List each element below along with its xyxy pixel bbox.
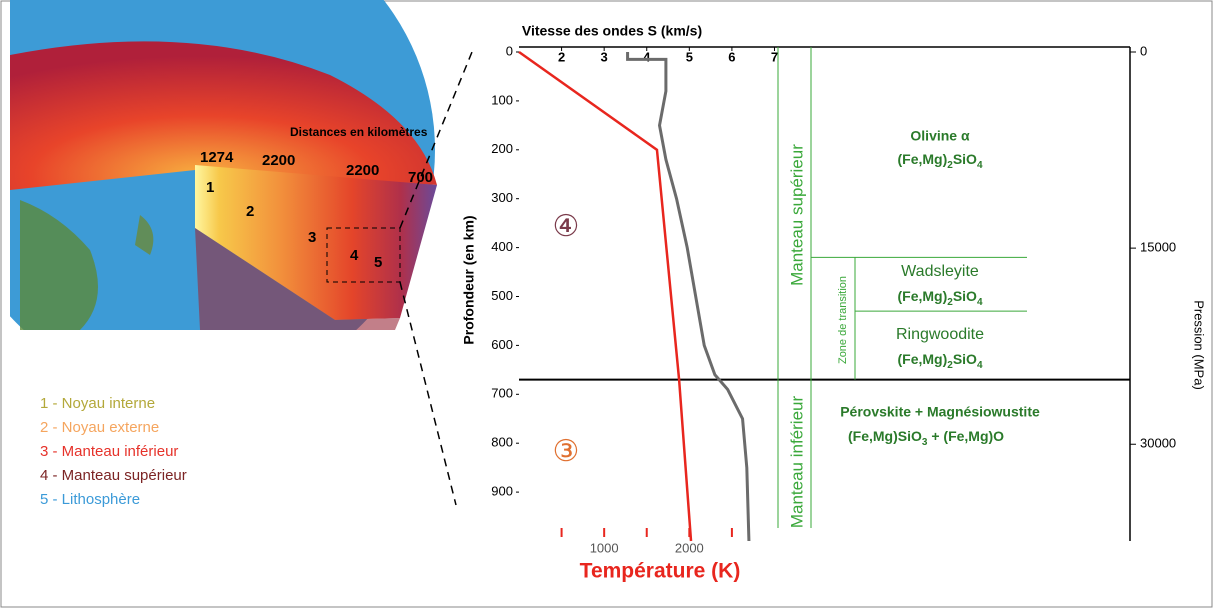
profile-line xyxy=(518,50,693,542)
layer-number: 4 xyxy=(350,247,359,264)
y-tick-label: 200 xyxy=(491,141,513,156)
legend-entry: 3 - Manteau inférieur xyxy=(40,443,178,460)
zoom-line xyxy=(399,281,457,506)
zoom-box xyxy=(326,227,401,283)
y-tick-label: 0 xyxy=(506,43,513,58)
formula-part: (Fe,Mg) xyxy=(897,288,947,304)
earth-cutaway xyxy=(10,0,437,330)
formula-part: (Fe,Mg) xyxy=(897,151,947,167)
formula-part: 3 xyxy=(922,437,928,448)
mineral-name: Ringwoodite xyxy=(896,326,984,343)
formula-part: (Fe,Mg) xyxy=(897,351,947,367)
formula-part: 2 xyxy=(947,160,953,171)
zoom-line xyxy=(399,51,473,229)
legend-entry: 1 - Noyau interne xyxy=(40,395,155,412)
distance-label: 1274 xyxy=(200,149,234,166)
x-tick-label: 2 xyxy=(558,49,565,64)
layer-number: 5 xyxy=(374,254,382,271)
y-axis-label: Profondeur (en km) xyxy=(461,215,477,344)
y-tick-label: 800 xyxy=(491,435,513,450)
formula-part: SiO xyxy=(953,151,977,167)
y-tick-label: 700 xyxy=(491,386,513,401)
y-tick-label: 600 xyxy=(491,337,513,352)
distance-label: 2200 xyxy=(346,162,379,179)
y2-axis-label: Pression (MPa) xyxy=(1192,300,1207,390)
formula-part: 4 xyxy=(977,360,983,371)
formula-part: (Fe,Mg)SiO xyxy=(848,428,922,444)
zone-label: Manteau inférieur xyxy=(787,396,806,529)
mineral-formula: (Fe,Mg)2SiO4 xyxy=(897,351,982,371)
formula-part: 4 xyxy=(977,297,983,308)
legend-entry: 4 - Manteau supérieur xyxy=(40,467,187,484)
formula-part: 4 xyxy=(977,160,983,171)
profile-line xyxy=(626,52,751,542)
x2-tick-label: 1000 xyxy=(590,540,619,555)
distance-title: Distances en kilomètres xyxy=(290,125,428,139)
mineral-name: Wadsleyite xyxy=(901,263,979,280)
layer-number: 2 xyxy=(246,203,254,220)
chart-title: Vitesse des ondes S (km/s) xyxy=(522,23,702,39)
x-tick-label: 5 xyxy=(686,49,693,64)
zone-label: Zone de transition xyxy=(837,276,849,364)
y-tick-label: 400 xyxy=(491,239,513,254)
mineral-formula: (Fe,Mg)2SiO4 xyxy=(897,288,982,308)
y2-tick-label: 0 xyxy=(1140,43,1147,58)
x2-tick-label: 2000 xyxy=(675,540,704,555)
mineral-name: Pérovskite + Magnésiowustite xyxy=(840,404,1040,420)
legend-entry: 2 - Noyau externe xyxy=(40,419,159,436)
distance-label: 700 xyxy=(408,169,433,186)
zone-label: Manteau supérieur xyxy=(787,144,806,286)
y-tick-label: 300 xyxy=(491,190,513,205)
formula-part: SiO xyxy=(953,288,977,304)
zone-number: ③ xyxy=(553,435,580,468)
x-tick-label: 6 xyxy=(728,49,735,64)
mineral-formula: (Fe,Mg)SiO3 + (Fe,Mg)O xyxy=(848,428,1004,448)
layer-number: 1 xyxy=(206,179,214,196)
formula-part: 2 xyxy=(947,360,953,371)
y2-tick-label: 15000 xyxy=(1140,240,1176,255)
mineral-formula: (Fe,Mg)2SiO4 xyxy=(897,151,982,171)
mineral-name: Olivine α xyxy=(910,128,970,144)
zone-number: ④ xyxy=(553,210,580,243)
x2-axis-label: Température (K) xyxy=(580,560,741,583)
y-tick-label: 100 xyxy=(491,92,513,107)
formula-part: SiO xyxy=(953,351,977,367)
formula-part: + (Fe,Mg)O xyxy=(927,428,1004,444)
x-tick-label: 4 xyxy=(643,49,651,64)
y-tick-label: 900 xyxy=(491,484,513,499)
legend-entry: 5 - Lithosphère xyxy=(40,491,140,508)
y-tick-label: 500 xyxy=(491,288,513,303)
distance-label: 2200 xyxy=(262,152,295,169)
x-tick-label: 3 xyxy=(601,49,608,64)
y2-tick-label: 30000 xyxy=(1140,436,1176,451)
x-tick-label: 7 xyxy=(771,49,778,64)
layer-number: 3 xyxy=(308,229,316,246)
formula-part: 2 xyxy=(947,297,953,308)
